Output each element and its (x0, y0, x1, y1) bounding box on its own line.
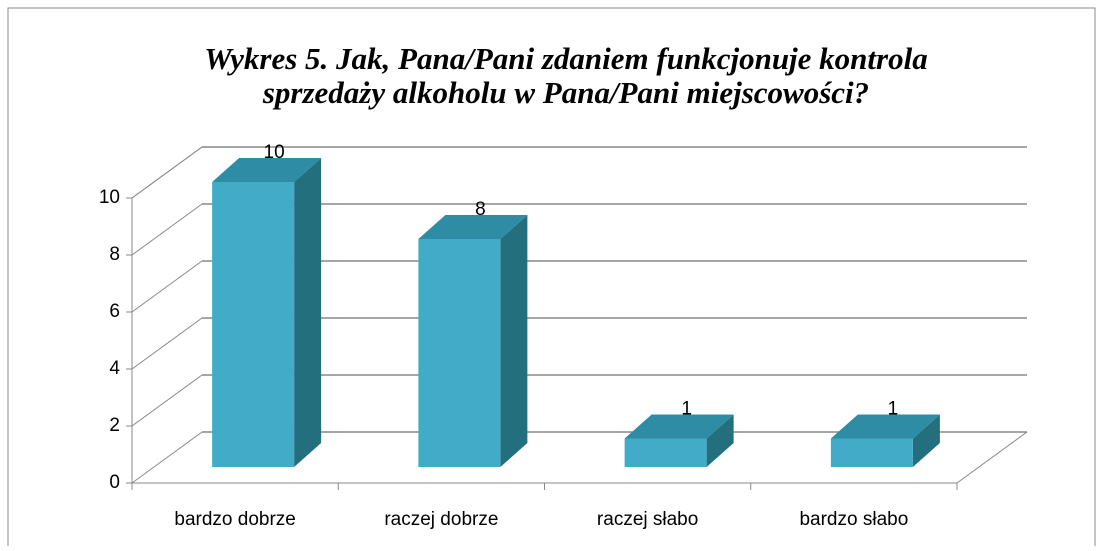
wall-line (131, 374, 203, 427)
y-tick-label: 10 (99, 187, 120, 208)
wall-line (131, 146, 203, 199)
y-tick-label: 2 (109, 415, 120, 436)
wall-line (131, 431, 203, 484)
x-tick-label: bardzo dobrze (174, 509, 295, 530)
floor-edge (956, 431, 1028, 484)
value-label: 1 (681, 399, 692, 420)
bar-top (830, 414, 940, 439)
y-tick-label: 6 (109, 301, 120, 322)
bar-front (624, 438, 707, 467)
bar-side (294, 158, 322, 467)
wall-line (131, 260, 203, 313)
bar-top (418, 215, 528, 239)
bar-top (212, 158, 322, 182)
wall-line (131, 203, 203, 256)
bar (624, 414, 734, 467)
bar-side (500, 215, 528, 467)
bar-front (212, 182, 295, 467)
bar (418, 215, 528, 467)
wall-line (131, 317, 203, 370)
y-tick-label: 4 (109, 358, 120, 379)
bar-side (912, 414, 940, 467)
bar (212, 158, 322, 467)
value-label: 8 (475, 199, 486, 220)
y-tick-label: 0 (109, 472, 120, 493)
value-label: 10 (264, 142, 285, 163)
x-tick-label: bardzo słabo (799, 509, 908, 530)
bar-side (706, 414, 734, 467)
bar (830, 414, 940, 467)
y-tick-label: 8 (109, 244, 120, 265)
chart-title: sprzedaży alkoholu w Pana/Pani miejscowo… (262, 75, 869, 110)
bar-front (418, 239, 501, 467)
bar-top (624, 414, 734, 439)
value-label: 1 (888, 399, 899, 420)
x-tick-label: raczej słabo (597, 509, 698, 530)
x-tick-label: raczej dobrze (384, 509, 498, 530)
bar-front (830, 438, 913, 467)
chart-title: Wykres 5. Jak, Pana/Pani zdaniem funkcjo… (204, 41, 927, 76)
